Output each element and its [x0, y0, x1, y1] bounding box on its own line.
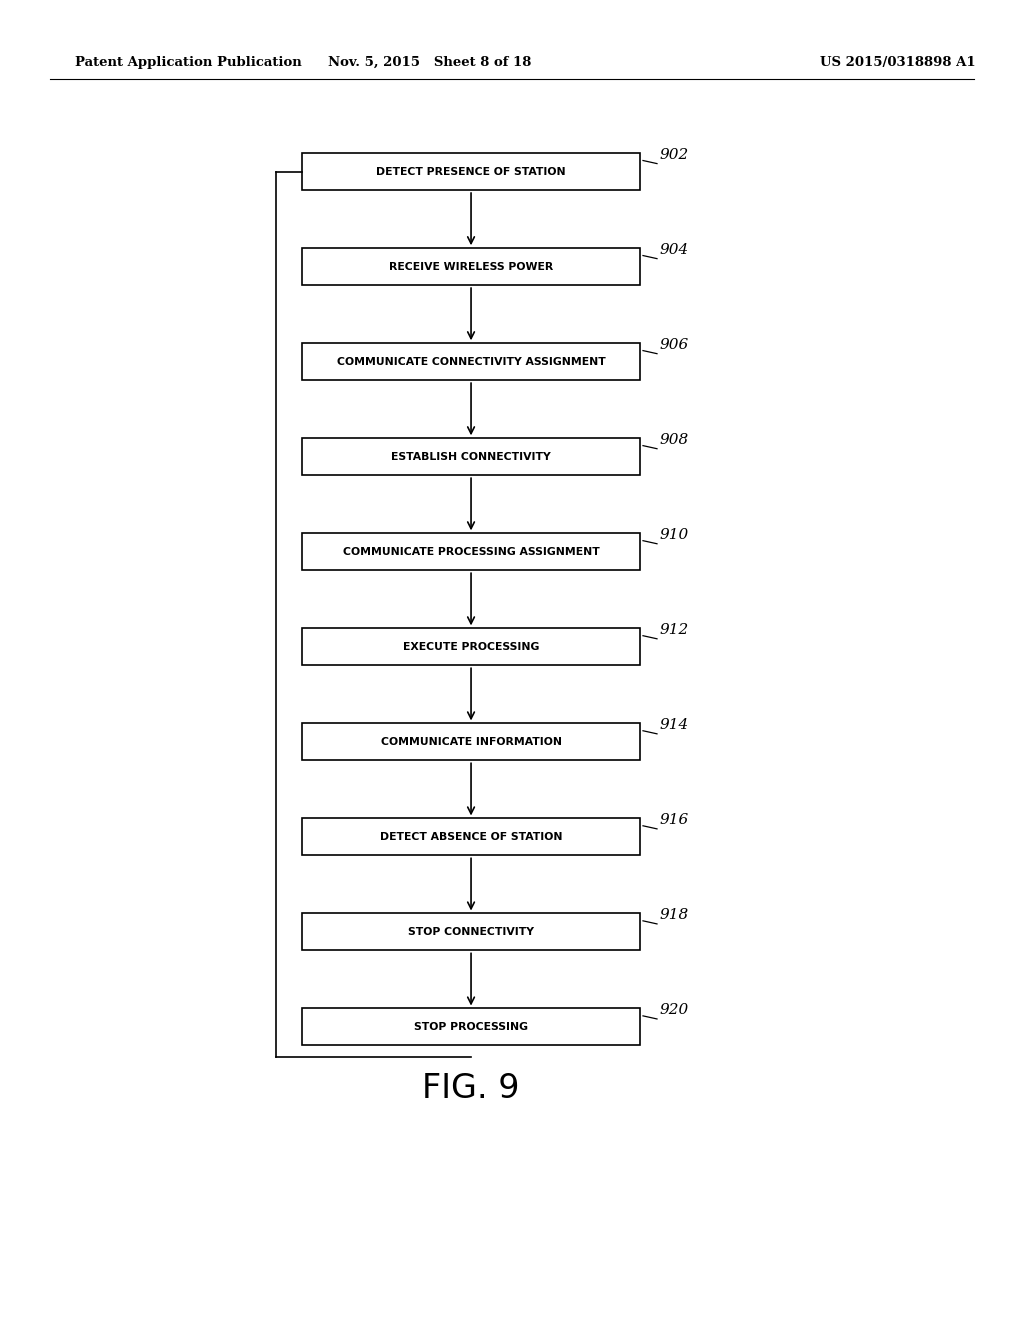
Bar [302, 913, 640, 950]
Text: FIG. 9: FIG. 9 [422, 1072, 520, 1106]
Bar [302, 818, 640, 855]
Text: 908: 908 [660, 433, 689, 446]
Bar [302, 628, 640, 665]
Text: ESTABLISH CONNECTIVITY: ESTABLISH CONNECTIVITY [391, 451, 551, 462]
Text: 906: 906 [660, 338, 689, 351]
Bar [302, 343, 640, 380]
Text: 912: 912 [660, 623, 689, 636]
Bar [302, 723, 640, 760]
Text: STOP CONNECTIVITY: STOP CONNECTIVITY [408, 927, 535, 937]
Text: 910: 910 [660, 528, 689, 541]
Text: 920: 920 [660, 1003, 689, 1016]
Text: 902: 902 [660, 148, 689, 161]
Text: DETECT ABSENCE OF STATION: DETECT ABSENCE OF STATION [380, 832, 562, 842]
Text: Nov. 5, 2015   Sheet 8 of 18: Nov. 5, 2015 Sheet 8 of 18 [329, 55, 531, 69]
Text: 916: 916 [660, 813, 689, 826]
Text: US 2015/0318898 A1: US 2015/0318898 A1 [820, 55, 976, 69]
Text: 914: 914 [660, 718, 689, 731]
Text: COMMUNICATE CONNECTIVITY ASSIGNMENT: COMMUNICATE CONNECTIVITY ASSIGNMENT [337, 356, 605, 367]
Bar [302, 248, 640, 285]
Text: Patent Application Publication: Patent Application Publication [75, 55, 302, 69]
Text: RECEIVE WIRELESS POWER: RECEIVE WIRELESS POWER [389, 261, 553, 272]
Bar [302, 153, 640, 190]
Bar [302, 438, 640, 475]
Text: DETECT PRESENCE OF STATION: DETECT PRESENCE OF STATION [376, 166, 566, 177]
Text: COMMUNICATE INFORMATION: COMMUNICATE INFORMATION [381, 737, 561, 747]
Text: STOP PROCESSING: STOP PROCESSING [414, 1022, 528, 1032]
Text: 918: 918 [660, 908, 689, 921]
Text: COMMUNICATE PROCESSING ASSIGNMENT: COMMUNICATE PROCESSING ASSIGNMENT [343, 546, 599, 557]
Bar [302, 533, 640, 570]
Bar [302, 1008, 640, 1045]
Text: EXECUTE PROCESSING: EXECUTE PROCESSING [402, 642, 540, 652]
Text: 904: 904 [660, 243, 689, 256]
